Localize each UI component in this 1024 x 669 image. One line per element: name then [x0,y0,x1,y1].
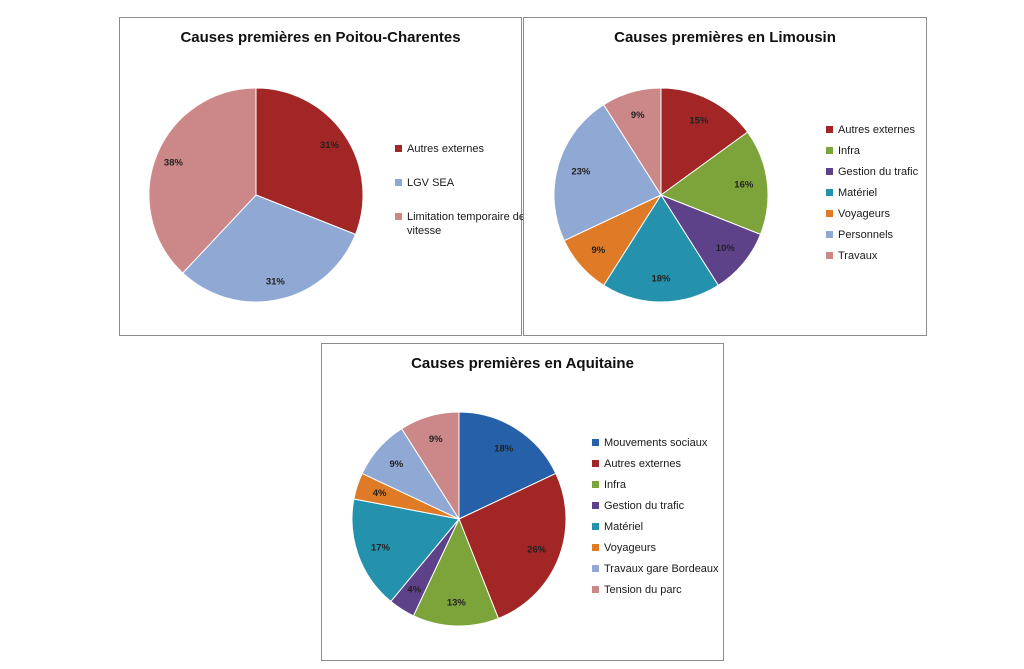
legend-swatch [826,231,833,238]
slice-data-label: 4% [373,488,387,499]
legend-item: Tension du parc [592,583,682,597]
pie-slice-mat-riel [351,498,460,603]
pie-chart: 18% 26% 13% 4% 17% 4% 9% 9% [351,411,567,627]
pie-slice-autres-externes [458,472,567,620]
pie-slice-mouvements-sociaux [458,411,557,520]
chart-title: Causes premières en Aquitaine [411,355,634,372]
slice-data-label: 9% [631,110,645,121]
legend-item: Matériel [592,520,643,534]
slice-data-label: 38% [164,157,184,168]
slice-data-label: 18% [651,273,671,284]
legend-item: Gestion du trafic [826,165,918,179]
pie-slice-lgv-sea [182,194,357,303]
pie-slice-infra [412,517,500,627]
legend-swatch [592,586,599,593]
slice-data-label: 4% [407,584,421,595]
legend-label: Voyageurs [604,542,656,554]
legend-label: Personnels [838,229,894,241]
legend-swatch [826,147,833,154]
pie-slice-personnels [553,103,662,242]
chart-panel-limousin: Causes premières en Limousin 15% 16% 10% 18… [523,17,927,336]
legend-item: Travaux [826,249,877,263]
legend-item: Mouvements sociaux [592,436,707,450]
legend-swatch [592,565,599,572]
slice-data-label: 9% [390,459,404,470]
legend-swatch [826,168,833,175]
chart-panel-aquitaine: Causes premières en Aquitaine 18% 26% 13% 4… [321,343,724,661]
legend-item: LGV SEA [395,176,454,190]
pie-chart: 15% 16% 10% 18% 9% 23% 9% [553,87,769,303]
pie-slice-autres-externes [660,87,749,196]
legend-item: Autres externes [395,142,484,156]
legend-label: LGV SEA [407,177,455,189]
legend-item: Voyageurs [826,207,890,221]
legend-swatch [395,179,402,186]
slice-data-label: 16% [734,180,754,191]
legend-item: Personnels [826,228,893,242]
legend-swatch [826,189,833,196]
legend-swatch [826,126,833,133]
legend-label: Travaux gare Bordeaux [604,563,719,575]
legend-item: Infra [592,478,626,492]
slice-data-label: 23% [571,167,591,178]
pie-slice-infra [659,131,769,236]
slice-data-label: 26% [527,545,547,556]
pie-slice-autres-externes [255,87,364,236]
slice-data-label: 10% [716,243,736,254]
legend-label: Infra [604,479,627,491]
pie-slice-mat-riel [602,194,720,303]
legend-swatch [592,460,599,467]
pie-chart: 31% 31% 38% [148,87,364,303]
legend-swatch [826,252,833,259]
chart-title: Causes premières en Poitou-Charentes [180,29,461,46]
slice-data-label: 9% [592,245,606,256]
legend-item: Autres externes [592,457,681,471]
legend-label: Voyageurs [838,208,890,220]
legend-label: Autres externes [407,143,485,155]
legend-label: Matériel [604,521,644,533]
legend-label: Mouvements sociaux [604,437,708,449]
legend-swatch [592,502,599,509]
pie-slice-limitation-temporaire-de-vitesse [148,87,257,274]
chart-title: Causes premières en Limousin [614,29,836,46]
legend-label: Gestion du trafic [838,166,919,178]
legend-swatch [395,145,402,152]
slice-data-label: 31% [266,277,286,288]
legend-swatch [395,213,402,220]
legend-label: Autres externes [838,124,916,136]
legend-swatch [592,481,599,488]
legend-label: Autres externes [604,458,682,470]
legend-item: Travaux gare Bordeaux [592,562,719,576]
legend-item: Matériel [826,186,877,200]
legend-item: Limitation temporaire de vitesse [395,210,527,238]
legend-label: Tension du parc [604,584,682,596]
legend-swatch [592,523,599,530]
legend-swatch [592,439,599,446]
legend-item: Gestion du trafic [592,499,684,513]
legend-label: Matériel [838,187,878,199]
legend-label: Limitation temporaire de vitesse [407,211,526,237]
slice-data-label: 17% [371,542,391,553]
chart-panel-poitou-charentes: Causes premières en Poitou-Charentes 31%… [119,17,525,336]
pie-slice-travaux [602,87,662,197]
slice-data-label: 18% [494,444,514,455]
legend-label: Infra [838,145,861,157]
pie-slice-tension-du-parc [400,411,460,521]
legend-swatch [592,544,599,551]
slice-data-label: 31% [320,140,340,151]
legend-item: Autres externes [826,123,915,137]
legend-label: Gestion du trafic [604,500,685,512]
slice-data-label: 13% [447,597,467,608]
legend-item: Infra [826,144,860,158]
legend-label: Travaux [838,250,878,262]
slice-data-label: 15% [689,116,709,127]
slice-data-label: 9% [429,434,443,445]
legend-item: Voyageurs [592,541,656,555]
legend-swatch [826,210,833,217]
